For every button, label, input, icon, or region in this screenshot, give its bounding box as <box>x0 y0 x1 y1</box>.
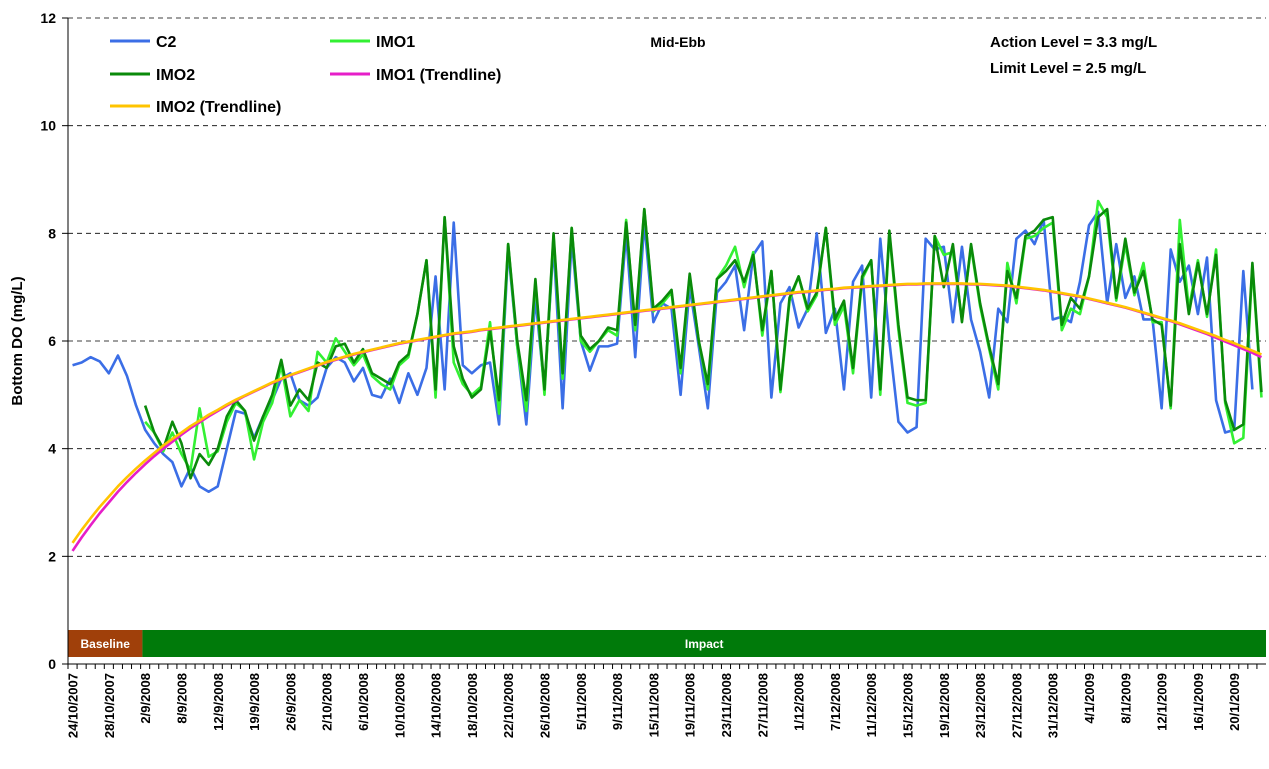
x-tick-label: 1/12/2008 <box>792 673 807 731</box>
y-tick-label: 6 <box>48 333 56 349</box>
x-tick-label: 10/10/2008 <box>392 673 407 738</box>
y-tick-label: 2 <box>48 548 56 564</box>
x-tick-label: 23/11/2008 <box>719 673 734 737</box>
x-tick-label: 5/11/2008 <box>574 673 589 730</box>
impact-band <box>142 630 1266 657</box>
x-tick-label: 23/12/2008 <box>973 673 988 738</box>
x-tick-label: 18/10/2008 <box>465 673 480 738</box>
series-line <box>72 210 1254 494</box>
legend-label: IMO2 <box>156 67 195 84</box>
legend-label: IMO1 <box>376 34 415 51</box>
x-tick-label: 7/12/2008 <box>828 673 843 731</box>
x-tick-label: 2/10/2008 <box>320 673 335 731</box>
x-tick-label: 9/11/2008 <box>610 673 625 730</box>
x-tick-label: 6/10/2008 <box>356 673 371 731</box>
x-tick-label: 19/12/2008 <box>937 673 952 738</box>
y-tick-label: 12 <box>40 10 56 26</box>
series-line <box>71 282 1263 552</box>
x-tick-label: 28/10/2007 <box>102 673 117 738</box>
x-tick-label: 26/10/2008 <box>537 673 552 738</box>
x-tick-label: 24/10/2007 <box>66 673 81 738</box>
baseline-band <box>68 630 143 657</box>
x-tick-label: 19/11/2008 <box>683 673 698 737</box>
x-tick-label: 11/12/2008 <box>864 673 879 737</box>
annotation: Mid-Ebb <box>650 34 705 50</box>
y-tick-label: 10 <box>40 118 56 134</box>
x-tick-label: 12/1/2009 <box>1155 673 1170 731</box>
x-tick-label: 19/9/2008 <box>247 673 262 731</box>
legend-label: IMO2 (Trendline) <box>156 99 281 116</box>
period-label: Impact <box>685 637 724 651</box>
x-tick-label: 8/9/2008 <box>174 673 189 724</box>
x-tick-label: 27/12/2008 <box>1009 673 1024 738</box>
period-label: Baseline <box>81 637 131 651</box>
x-tick-label: 26/9/2008 <box>283 673 298 731</box>
series-line <box>71 282 1262 544</box>
x-tick-label: 2/9/2008 <box>138 673 153 724</box>
x-tick-label: 14/10/2008 <box>429 673 444 738</box>
x-tick-label: 12/9/2008 <box>211 673 226 731</box>
x-tick-label: 22/10/2008 <box>501 673 516 738</box>
x-tick-label: 27/11/2008 <box>755 673 770 737</box>
x-tick-label: 15/11/2008 <box>646 673 661 737</box>
x-tick-label: 8/1/2009 <box>1118 673 1133 724</box>
y-axis-label: Bottom DO (mg/L) <box>9 276 26 405</box>
legend-label: C2 <box>156 34 177 51</box>
x-tick-label: 31/12/2008 <box>1046 673 1061 738</box>
annotation: Limit Level = 2.5 mg/L <box>990 60 1146 77</box>
series-line <box>143 207 1263 480</box>
annotation: Action Level = 3.3 mg/L <box>990 34 1157 51</box>
x-tick-label: 4/1/2009 <box>1082 673 1097 724</box>
legend-label: IMO1 (Trendline) <box>376 67 501 84</box>
x-tick-label: 20/1/2009 <box>1227 673 1242 731</box>
y-tick-label: 4 <box>48 441 56 457</box>
y-tick-label: 0 <box>48 656 56 672</box>
y-tick-label: 8 <box>48 225 56 241</box>
x-tick-label: 15/12/2008 <box>901 673 916 738</box>
x-tick-label: 16/1/2009 <box>1191 673 1206 731</box>
